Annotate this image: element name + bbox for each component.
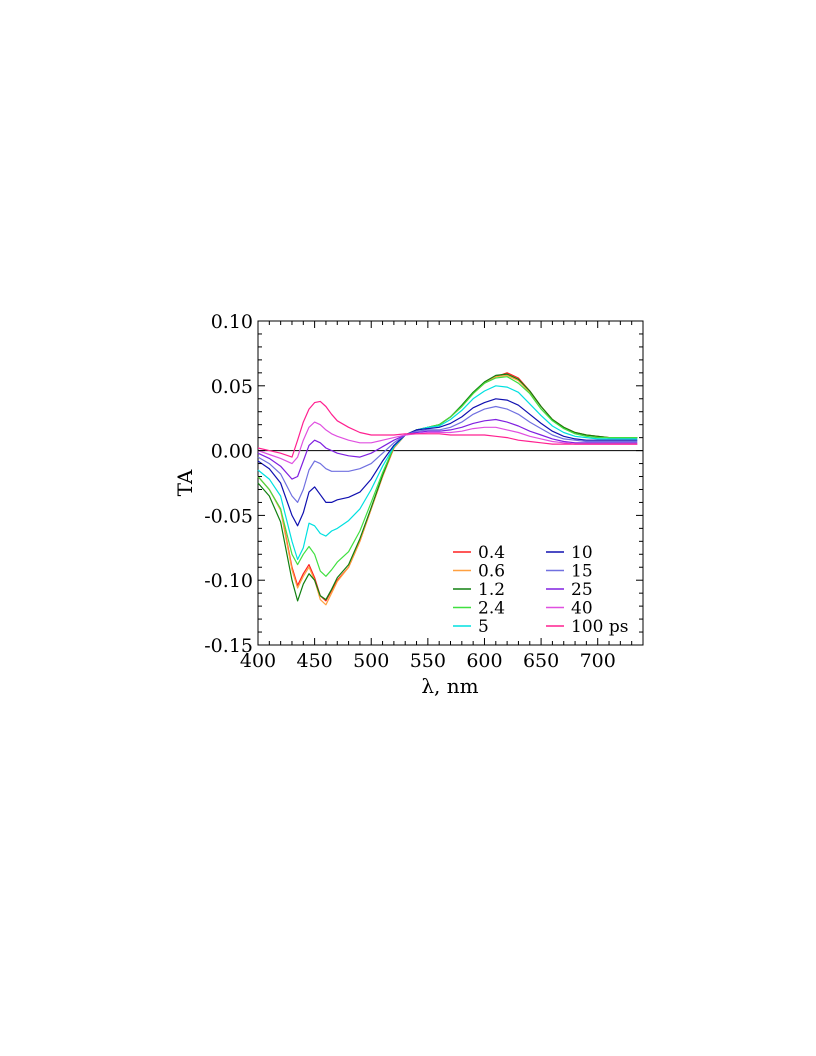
- x-axis-title: λ, nm: [421, 674, 478, 698]
- legend-label: 25: [571, 580, 593, 600]
- y-tick-label: 0.10: [211, 311, 253, 333]
- y-tick-label: 0.00: [211, 441, 253, 463]
- x-tick-label: 500: [353, 650, 389, 672]
- legend-label: 10: [571, 543, 593, 563]
- legend-label: 15: [571, 562, 593, 582]
- y-tick-label: -0.10: [204, 570, 253, 592]
- legend-label: 0.4: [478, 543, 505, 563]
- legend-label: 100 ps: [571, 617, 628, 637]
- series-line-8: [257, 421, 638, 465]
- legend-label: 5: [478, 617, 489, 637]
- series-line-7: [257, 418, 638, 480]
- series-line-4: [257, 385, 638, 561]
- x-tick-label: 400: [240, 650, 276, 672]
- y-axis-title: TA: [173, 469, 197, 496]
- series-lines: [257, 372, 638, 606]
- x-tick-label: 650: [523, 650, 559, 672]
- x-tick-label: 550: [410, 650, 446, 672]
- series-line-5: [257, 398, 638, 527]
- x-axis: 400 450 500 550 600 650 700: [240, 321, 644, 672]
- x-tick-label: 700: [580, 650, 616, 672]
- legend-label: 1.2: [478, 580, 505, 600]
- x-tick-label: 450: [296, 650, 332, 672]
- series-line-9: [257, 400, 638, 458]
- y-tick-label: 0.05: [211, 376, 253, 398]
- y-tick-label: -0.15: [204, 635, 253, 657]
- x-tick-label: 600: [466, 650, 502, 672]
- y-axis: -0.15 -0.10 -0.05 0.00 0.05 0.10: [204, 311, 643, 657]
- legend-label: 0.6: [478, 562, 505, 582]
- legend-label: 40: [571, 599, 593, 619]
- y-tick-label: -0.05: [204, 505, 253, 527]
- series-line-6: [257, 405, 638, 503]
- legend-label: 2.4: [478, 599, 505, 619]
